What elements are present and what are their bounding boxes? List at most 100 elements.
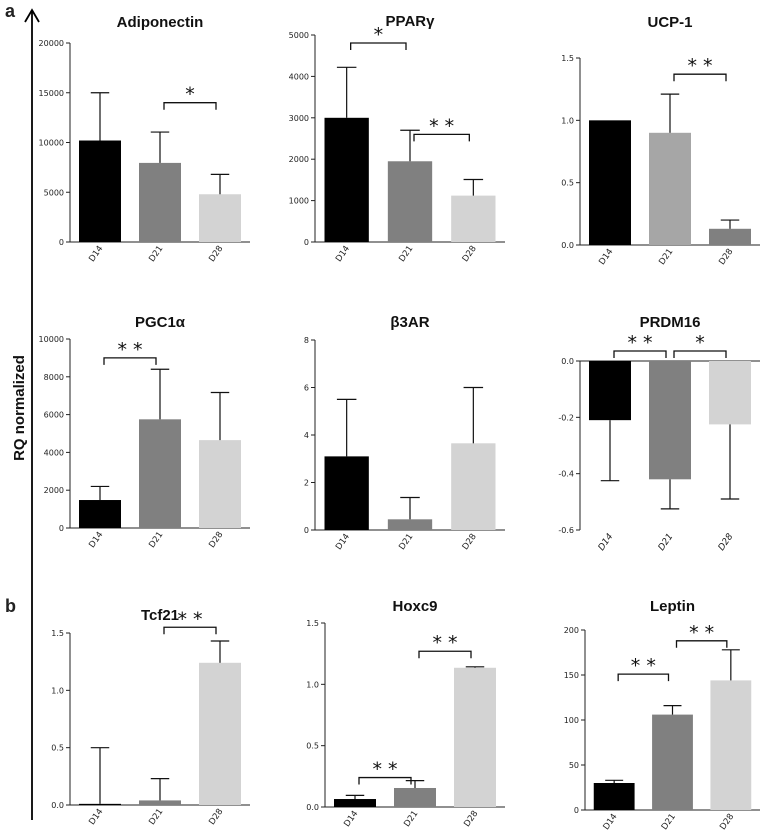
y-tick-label: -0.2 bbox=[558, 413, 574, 422]
x-tick-label: D14 bbox=[334, 532, 352, 552]
panel-label-b: b bbox=[5, 596, 16, 616]
x-tick-label: D28 bbox=[207, 807, 225, 827]
y-tick-label: 1.0 bbox=[306, 680, 319, 689]
y-tick-label: 1.0 bbox=[561, 116, 574, 125]
y-tick-label: 1000 bbox=[289, 197, 309, 206]
x-tick-label: D21 bbox=[147, 530, 165, 550]
x-tick-label: D14 bbox=[601, 812, 619, 832]
bar-d28 bbox=[709, 228, 751, 245]
x-tick-label: D28 bbox=[207, 530, 225, 550]
y-tick-label: 6 bbox=[304, 384, 309, 393]
x-tick-label: D14 bbox=[87, 807, 105, 827]
significance-bracket bbox=[163, 102, 217, 110]
chart-title: β3AR bbox=[390, 314, 429, 331]
bar-d14 bbox=[334, 799, 376, 807]
y-tick-label: 0.5 bbox=[51, 744, 64, 753]
y-tick-label: 2000 bbox=[44, 486, 64, 495]
bar-d21 bbox=[139, 419, 181, 528]
significance-label: * * bbox=[117, 339, 142, 361]
x-tick-label: D14 bbox=[334, 244, 352, 264]
significance-label: * * bbox=[631, 655, 656, 677]
y-tick-label: 0.5 bbox=[561, 179, 574, 188]
significance-bracket bbox=[613, 350, 667, 358]
x-tick-label: D21 bbox=[402, 809, 420, 829]
chart-2: UCP-1 0.0 0.5 1.0 1.5 D14 D21 D28 * * bbox=[561, 14, 760, 267]
y-tick-label: 4000 bbox=[44, 448, 64, 457]
x-tick-label: D28 bbox=[717, 247, 735, 267]
significance-bracket bbox=[617, 673, 670, 682]
chart-3: PGC1α 0 2000 4000 6000 8000 10000 D14 D21 D28 * * bbox=[39, 314, 250, 550]
y-tick-label: 0.0 bbox=[561, 357, 574, 366]
y-tick-label: 1.0 bbox=[51, 686, 64, 695]
y-tick-label: 1.5 bbox=[51, 629, 64, 638]
significance-bracket bbox=[673, 73, 727, 82]
y-tick-label: 15000 bbox=[39, 89, 64, 98]
bar-d28 bbox=[454, 667, 496, 807]
chart-1: PPARγ 0 1000 2000 3000 4000 5000 D14 D21 D28 * * * bbox=[289, 13, 505, 264]
y-tick-label: 2000 bbox=[289, 155, 309, 164]
x-tick-label: D21 bbox=[397, 532, 415, 552]
bar-d28 bbox=[709, 361, 751, 425]
bar-d14 bbox=[79, 500, 121, 528]
y-tick-label: 50 bbox=[569, 761, 579, 770]
y-tick-label: 20000 bbox=[39, 39, 64, 48]
y-tick-label: 4 bbox=[304, 431, 309, 440]
bar-d28 bbox=[199, 440, 241, 528]
y-tick-label: -0.6 bbox=[558, 526, 574, 535]
bar-d21 bbox=[649, 361, 691, 480]
y-tick-label: -0.4 bbox=[558, 470, 574, 479]
y-tick-label: 0.0 bbox=[561, 241, 574, 250]
chart-title: Adiponectin bbox=[117, 14, 204, 31]
x-tick-label: D21 bbox=[660, 812, 678, 832]
y-tick-label: 5000 bbox=[289, 31, 309, 40]
chart-6: Tcf21 0.0 0.5 1.0 1.5 D14 D21 D28 * * bbox=[51, 607, 250, 827]
significance-bracket bbox=[675, 640, 728, 648]
significance-label: * * bbox=[432, 632, 457, 654]
y-tick-label: 0 bbox=[304, 238, 309, 247]
x-tick-label: D14 bbox=[597, 247, 615, 267]
y-tick-label: 5000 bbox=[44, 188, 64, 197]
bar-d28 bbox=[451, 195, 496, 242]
arrow-head-icon bbox=[24, 8, 40, 23]
significance-bracket bbox=[413, 133, 470, 142]
bar-d28 bbox=[199, 662, 241, 805]
y-tick-label: 1.5 bbox=[306, 619, 319, 628]
significance-label: * bbox=[185, 84, 195, 106]
x-tick-label: D28 bbox=[718, 812, 736, 832]
chart-title: Leptin bbox=[650, 598, 695, 615]
y-tick-label: 0 bbox=[59, 524, 64, 533]
y-tick-label: 1.5 bbox=[561, 54, 574, 63]
y-tick-label: 0.0 bbox=[306, 803, 319, 812]
x-tick-label: D21 bbox=[147, 244, 165, 264]
chart-4: β3AR 0 2 4 6 8 D14 D21 D28 bbox=[304, 314, 505, 552]
chart-title: Tcf21 bbox=[141, 607, 179, 624]
x-tick-label: D21 bbox=[657, 247, 675, 267]
chart-title: PGC1α bbox=[135, 314, 186, 331]
bar-d21 bbox=[139, 800, 181, 805]
bar-d28 bbox=[451, 443, 496, 530]
significance-label: * * bbox=[687, 55, 712, 77]
bar-d21 bbox=[387, 161, 433, 242]
y-tick-label: 150 bbox=[564, 671, 579, 680]
x-tick-label: D28 bbox=[207, 244, 225, 264]
significance-label: * bbox=[695, 332, 705, 354]
y-tick-label: 2 bbox=[304, 479, 309, 488]
y-tick-label: 4000 bbox=[289, 72, 309, 81]
x-tick-label: D14 bbox=[342, 809, 360, 829]
significance-bracket bbox=[350, 42, 407, 50]
y-tick-label: 3000 bbox=[289, 114, 309, 123]
y-tick-label: 6000 bbox=[44, 411, 64, 420]
y-tick-label: 8 bbox=[304, 336, 309, 345]
y-tick-label: 8000 bbox=[44, 373, 64, 382]
y-tick-label: 0.0 bbox=[51, 801, 64, 810]
x-tick-label: D14 bbox=[87, 530, 105, 550]
chart-8: Leptin 0 50 100 150 200 D14 D21 D28 * * * * bbox=[564, 598, 760, 832]
bar-d14 bbox=[593, 783, 635, 810]
chart-title: PPARγ bbox=[386, 13, 436, 30]
significance-label: * * bbox=[372, 759, 397, 781]
bar-d21 bbox=[387, 519, 433, 530]
significance-label: * bbox=[374, 24, 384, 46]
significance-label: * * bbox=[177, 608, 202, 630]
